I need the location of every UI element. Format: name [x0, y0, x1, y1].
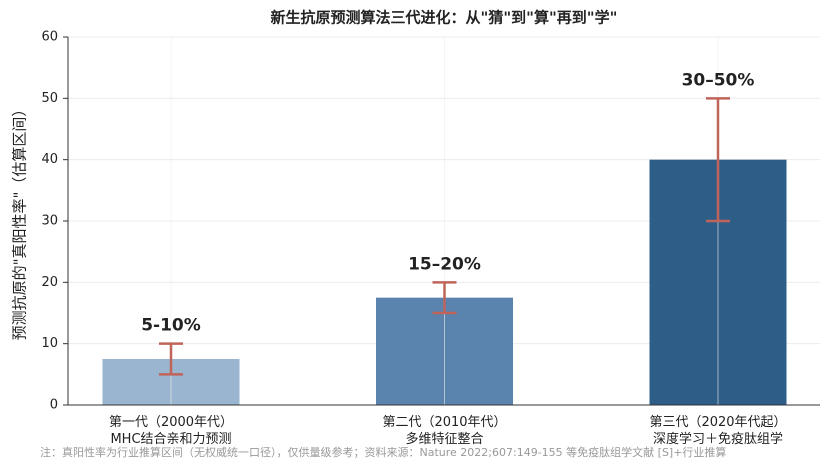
error-bar — [159, 342, 183, 376]
y-tick-label: 60 — [41, 30, 58, 45]
y-tick-label: 10 — [41, 336, 58, 351]
error-bar — [706, 97, 730, 223]
footnote: 注：真阳性率为行业推算区间（无权威统一口径），仅供量级参考；资料来源：Natur… — [40, 445, 726, 459]
x-tick-label: 第一代（2000年代） MHC结合亲和力预测 — [109, 415, 233, 447]
y-tick-label: 20 — [41, 275, 58, 290]
annotation: 5-10% — [141, 316, 201, 336]
y-tick-label: 50 — [41, 91, 58, 106]
annotation: 15–20% — [408, 254, 481, 274]
y-axis-label: 预测抗原的"真阳性率"（估算区间） — [11, 102, 29, 341]
y-tick-label: 30 — [41, 214, 58, 229]
y-tick-label: 40 — [41, 152, 58, 167]
x-tick-label: 第二代（2010年代）多维特征整合 — [382, 415, 506, 447]
error-bar — [432, 281, 457, 315]
y-tick-label: 0 — [50, 398, 58, 413]
annotation: 30–50% — [682, 70, 755, 90]
chart-title: 新生抗原预测算法三代进化：从"猜"到"算"再到"学" — [271, 9, 618, 27]
x-tick-label: 第三代（2020年代起）深度学习＋免疫肽组学 — [649, 415, 786, 447]
